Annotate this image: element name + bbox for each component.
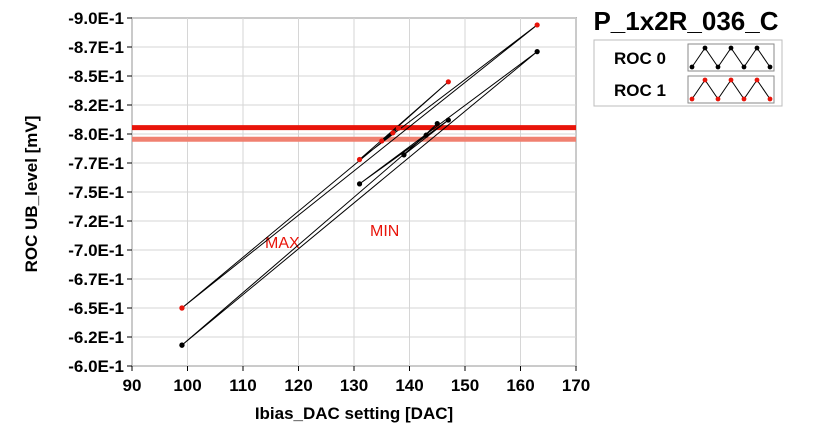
y-tick-label: -7.7E-1 xyxy=(68,154,124,173)
legend-marker xyxy=(754,45,760,51)
y-tick-label: -8.0E-1 xyxy=(68,125,124,144)
y-tick-label: -6.0E-1 xyxy=(68,357,124,376)
data-point xyxy=(423,132,429,138)
legend-marker xyxy=(715,96,721,102)
legend-marker xyxy=(702,45,708,51)
legend-marker xyxy=(689,64,695,70)
y-tick-label: -7.2E-1 xyxy=(68,212,124,231)
chart-title: P_1x2R_036_C xyxy=(593,6,778,36)
y-tick-label: -8.7E-1 xyxy=(68,38,124,57)
y-tick-label: -6.7E-1 xyxy=(68,270,124,289)
data-point xyxy=(356,156,363,163)
y-tick-label: -6.2E-1 xyxy=(68,328,124,347)
x-tick-label: 150 xyxy=(451,376,479,395)
legend-marker xyxy=(754,77,760,83)
data-point xyxy=(356,181,363,187)
series-layer xyxy=(179,22,540,348)
data-point xyxy=(390,130,396,136)
data-point xyxy=(401,152,407,158)
legend-marker xyxy=(728,77,734,83)
data-point xyxy=(534,49,540,55)
data-point xyxy=(445,79,451,85)
data-point xyxy=(434,120,440,127)
x-tick-label: 110 xyxy=(229,376,256,395)
legend-marker xyxy=(767,64,773,70)
data-point xyxy=(179,342,185,348)
y-tick-label: -9.0E-1 xyxy=(68,9,124,28)
data-point xyxy=(379,138,385,144)
x-tick-label: 170 xyxy=(562,376,590,395)
x-tick-label: 130 xyxy=(340,376,368,395)
x-axis-ticks: 90 100 110 120 130 140 150 160 170 xyxy=(123,366,590,395)
y-tick-label: -8.2E-1 xyxy=(68,96,124,115)
x-tick-label: 120 xyxy=(284,376,312,395)
legend-marker xyxy=(715,64,721,70)
series-roc-1 xyxy=(179,22,540,311)
reference-lines: MAX MIN xyxy=(132,125,576,252)
x-tick-label: 100 xyxy=(173,376,201,395)
y-axis-title: ROC UB_level [mV] xyxy=(22,116,41,273)
max-reference-label: MAX xyxy=(265,235,300,252)
data-point xyxy=(445,117,451,123)
legend-marker xyxy=(689,96,695,102)
y-tick-label: -8.5E-1 xyxy=(68,67,124,86)
legend-marker xyxy=(741,64,747,70)
series-roc-0 xyxy=(179,49,540,348)
x-tick-label: 90 xyxy=(123,376,142,395)
x-tick-label: 140 xyxy=(395,376,423,395)
x-axis-title: Ibias_DAC setting [DAC] xyxy=(255,404,453,423)
legend-marker xyxy=(702,77,708,83)
legend-marker xyxy=(728,45,734,51)
legend-label: ROC 1 xyxy=(614,81,666,100)
legend: ROC 0 ROC 1 xyxy=(593,39,783,107)
data-point xyxy=(395,125,401,131)
data-point xyxy=(179,305,185,311)
legend-marker xyxy=(767,96,773,102)
y-axis-ticks: -6.0E-1 -6.2E-1 -6.5E-1 -6.7E-1 -7.0E-1 -7.2E… xyxy=(68,9,132,376)
y-tick-label: -6.5E-1 xyxy=(68,299,124,318)
legend-marker xyxy=(741,96,747,102)
y-tick-label: -7.5E-1 xyxy=(68,183,124,202)
y-tick-label: -7.0E-1 xyxy=(68,241,124,260)
legend-label: ROC 0 xyxy=(614,49,666,68)
x-tick-label: 160 xyxy=(506,376,534,395)
min-reference-label: MIN xyxy=(370,223,399,240)
data-point xyxy=(534,22,540,28)
